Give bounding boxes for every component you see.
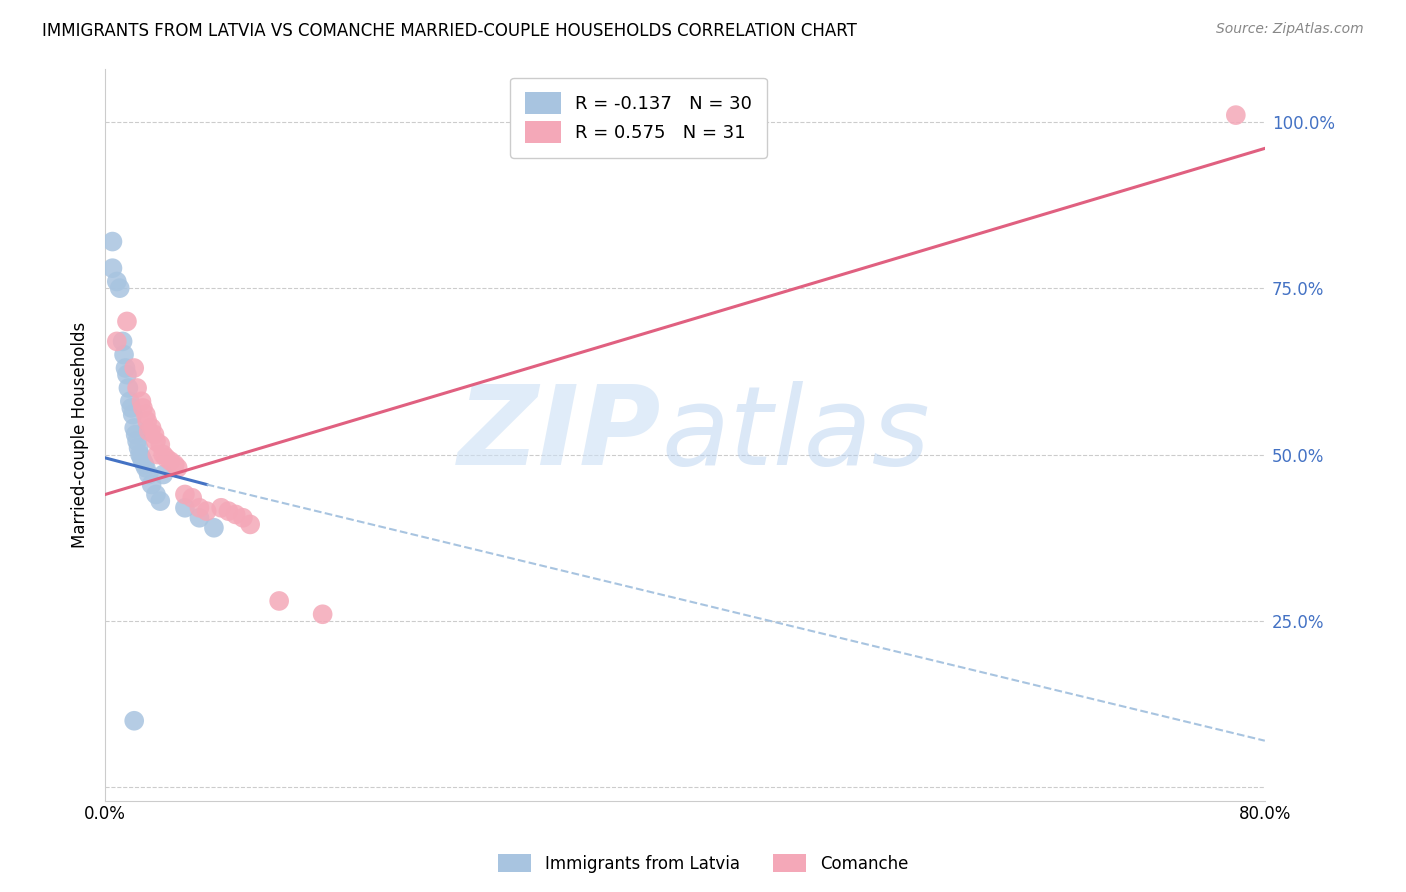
Point <box>136 414 159 428</box>
Point <box>138 424 160 438</box>
Point <box>101 261 124 276</box>
Legend: Immigrants from Latvia, Comanche: Immigrants from Latvia, Comanche <box>491 847 915 880</box>
Point <box>195 504 218 518</box>
Point <box>118 394 141 409</box>
Text: atlas: atlas <box>662 381 931 488</box>
Point <box>311 607 333 622</box>
Point <box>134 458 156 472</box>
Point <box>188 500 211 515</box>
Point <box>122 421 145 435</box>
Text: ZIP: ZIP <box>458 381 662 488</box>
Point <box>122 714 145 728</box>
Point <box>202 521 225 535</box>
Point <box>105 275 128 289</box>
Point <box>138 467 160 482</box>
Point <box>131 394 153 409</box>
Point <box>181 491 204 505</box>
Point <box>101 235 124 249</box>
Point <box>163 458 186 472</box>
Point <box>121 408 143 422</box>
Point <box>149 437 172 451</box>
Legend: R = -0.137   N = 30, R = 0.575   N = 31: R = -0.137 N = 30, R = 0.575 N = 31 <box>510 78 766 158</box>
Point <box>146 448 169 462</box>
Point <box>188 510 211 524</box>
Point <box>115 314 138 328</box>
Point <box>152 467 174 482</box>
Point <box>239 517 262 532</box>
Point <box>111 334 134 349</box>
Point <box>122 361 145 376</box>
Point <box>1225 108 1247 122</box>
Point <box>225 508 247 522</box>
Point <box>152 448 174 462</box>
Point <box>159 454 181 468</box>
Point <box>132 401 155 415</box>
Point <box>105 334 128 349</box>
Text: IMMIGRANTS FROM LATVIA VS COMANCHE MARRIED-COUPLE HOUSEHOLDS CORRELATION CHART: IMMIGRANTS FROM LATVIA VS COMANCHE MARRI… <box>42 22 858 40</box>
Point <box>174 487 197 501</box>
Point <box>127 434 149 449</box>
Point <box>115 368 138 382</box>
Point <box>141 421 163 435</box>
Point <box>117 381 139 395</box>
Point <box>124 427 146 442</box>
Point <box>209 500 232 515</box>
Point <box>149 494 172 508</box>
Point <box>174 500 197 515</box>
Point <box>120 401 142 415</box>
Point <box>143 427 166 442</box>
Point <box>112 348 135 362</box>
Point <box>269 594 291 608</box>
Point <box>232 510 254 524</box>
Point <box>108 281 131 295</box>
Point <box>145 487 167 501</box>
Text: Source: ZipAtlas.com: Source: ZipAtlas.com <box>1216 22 1364 37</box>
Point <box>114 361 136 376</box>
Point <box>141 477 163 491</box>
Point <box>129 448 152 462</box>
Y-axis label: Married-couple Households: Married-couple Households <box>72 321 89 548</box>
Point <box>217 504 239 518</box>
Point <box>132 454 155 468</box>
Point <box>127 381 149 395</box>
Point <box>128 441 150 455</box>
Point <box>131 450 153 465</box>
Point <box>135 408 157 422</box>
Point <box>135 460 157 475</box>
Point <box>155 450 177 465</box>
Point <box>166 460 188 475</box>
Point <box>145 434 167 449</box>
